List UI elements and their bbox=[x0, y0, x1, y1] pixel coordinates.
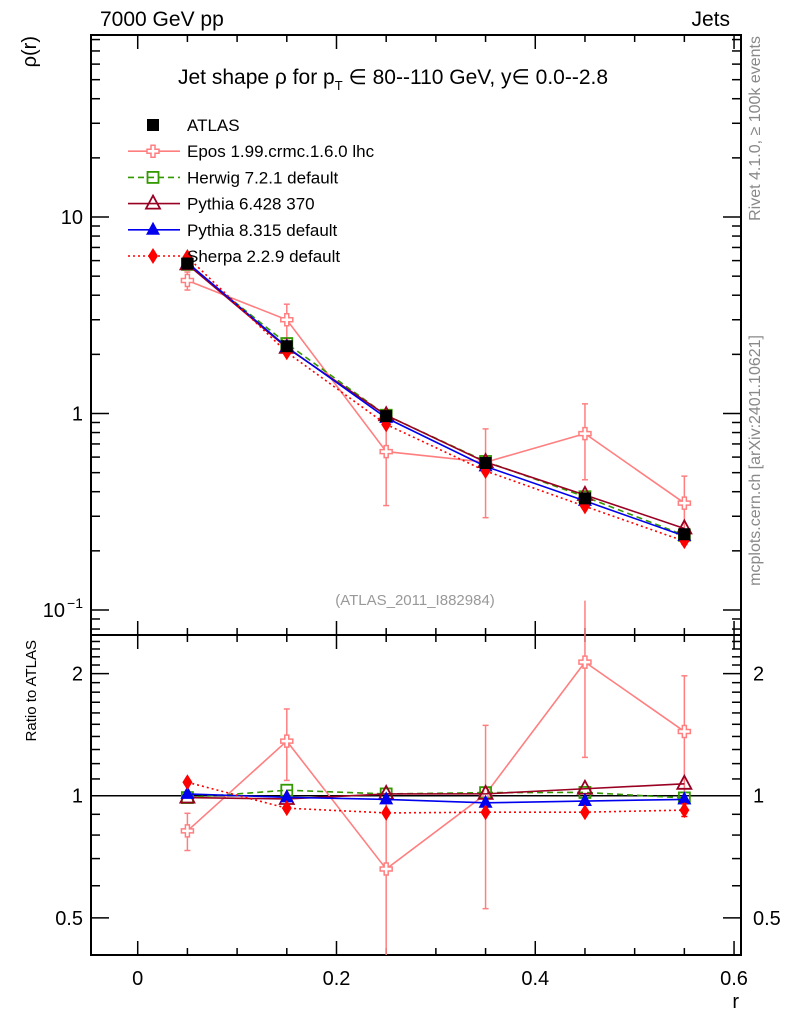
ratio-axis-label: Ratio to ATLAS bbox=[23, 640, 40, 741]
herwig-series bbox=[181, 257, 691, 542]
herwig-line bbox=[186, 263, 685, 537]
pythia8-marker bbox=[379, 791, 394, 805]
epos-line bbox=[187, 279, 685, 504]
legend-label: ATLAS bbox=[187, 116, 240, 135]
ratio-tick-label-right: 0.5 bbox=[753, 908, 781, 930]
atlas-marker bbox=[181, 257, 194, 270]
atlas-marker bbox=[147, 119, 159, 131]
pythia8-marker bbox=[677, 791, 692, 805]
ratio-tick-label: 2 bbox=[72, 664, 83, 686]
legend-label: Sherpa 2.2.9 default bbox=[187, 247, 340, 266]
epos-marker bbox=[379, 862, 393, 876]
atlas-marker bbox=[578, 492, 591, 505]
chart-title: Jet shape ρ for pT ∈ 80--110 GeV, y∈ 0.0… bbox=[178, 66, 608, 93]
y-axis-label: ρ(r) bbox=[19, 36, 41, 67]
pythia8-marker bbox=[180, 785, 195, 799]
y-tick-label: 1 bbox=[72, 404, 83, 426]
legend-label: Herwig 7.2.1 default bbox=[187, 168, 338, 187]
pythia6-marker bbox=[675, 773, 693, 790]
y-tick-label: 10 bbox=[43, 600, 65, 622]
epos-marker bbox=[280, 313, 294, 327]
x-axis-label: r bbox=[732, 991, 739, 1013]
pythia8-ratio-series bbox=[180, 785, 692, 808]
x-tick-label: 0 bbox=[132, 968, 143, 990]
sherpa-marker bbox=[182, 774, 193, 791]
epos-marker bbox=[677, 496, 692, 510]
title-part: ∈ 80--110 GeV, y∈ 0.0--2.8 bbox=[343, 66, 608, 89]
title-part: Jet shape ρ for p bbox=[178, 66, 335, 89]
epos-marker bbox=[578, 426, 592, 441]
legend-label: Pythia 6.428 370 bbox=[187, 195, 315, 214]
epos-marker bbox=[180, 273, 195, 288]
atlas-marker bbox=[479, 456, 492, 469]
epos-marker bbox=[379, 444, 393, 459]
epos-series bbox=[180, 271, 692, 544]
pythia8-line bbox=[186, 262, 685, 537]
epos-ratio-line bbox=[186, 660, 685, 871]
sherpa-marker bbox=[480, 804, 491, 821]
x-tick-label: 0.2 bbox=[323, 968, 351, 990]
pythia8-marker bbox=[577, 793, 592, 807]
sherpa-marker bbox=[281, 800, 292, 817]
legend-item-herwig: Herwig 7.2.1 default bbox=[128, 168, 338, 187]
sherpa-line bbox=[186, 256, 685, 542]
atlas-marker bbox=[380, 410, 393, 423]
atlas-marker bbox=[678, 528, 691, 541]
atlas-series bbox=[181, 257, 691, 541]
legend-item-epos: Epos 1.99.crmc.1.6.0 lhc bbox=[128, 142, 375, 161]
sherpa-marker bbox=[579, 804, 590, 821]
atlas-marker bbox=[280, 340, 293, 353]
pythia6-marker bbox=[144, 193, 162, 210]
analysis-watermark: (ATLAS_2011_I882984) bbox=[335, 592, 495, 609]
pythia6-line bbox=[186, 263, 685, 530]
pythia8-marker bbox=[279, 789, 294, 803]
sherpa-marker bbox=[381, 804, 392, 821]
ratio-tick-label: 1 bbox=[72, 786, 83, 808]
ratio-tick-label-right: 1 bbox=[753, 786, 764, 808]
legend-item-atlas: ATLAS bbox=[147, 116, 240, 135]
sherpa-ratio-series bbox=[182, 774, 690, 821]
pythia8-ratio-line bbox=[187, 793, 685, 804]
pythia8-series bbox=[180, 254, 692, 542]
legend-item-pythia8: Pythia 8.315 default bbox=[128, 221, 338, 240]
epos-marker bbox=[677, 724, 692, 739]
herwig-ratio-line bbox=[187, 789, 685, 799]
epos-ratio-series bbox=[180, 600, 692, 955]
y-tick-label: 10 bbox=[61, 207, 83, 229]
legend-item-sherpa: Sherpa 2.2.9 default bbox=[128, 247, 340, 266]
sherpa-ratio-line bbox=[187, 781, 685, 814]
sherpa-marker bbox=[679, 802, 690, 819]
pythia6-ratio-line bbox=[187, 783, 685, 800]
header-energy: 7000 GeV pp bbox=[100, 8, 224, 31]
herwig-marker bbox=[146, 170, 160, 184]
legend-item-pythia6: Pythia 6.428 370 bbox=[128, 193, 315, 214]
legend-label: Epos 1.99.crmc.1.6.0 lhc bbox=[187, 142, 375, 161]
title-part: T bbox=[335, 78, 343, 93]
header-process: Jets bbox=[691, 8, 730, 31]
y-tick-exponent: −1 bbox=[67, 595, 83, 611]
legend-label: Pythia 8.315 default bbox=[187, 221, 338, 240]
epos-marker bbox=[280, 734, 294, 748]
pythia6-series bbox=[178, 254, 693, 535]
ratio-tick-label-right: 2 bbox=[753, 664, 764, 686]
pythia8-marker bbox=[146, 221, 160, 235]
x-tick-label: 0.4 bbox=[521, 968, 549, 990]
sherpa-marker bbox=[148, 248, 158, 264]
x-tick-label: 0.6 bbox=[720, 968, 748, 990]
epos-marker bbox=[180, 824, 195, 838]
pythia8-marker bbox=[478, 794, 493, 808]
epos-marker bbox=[146, 144, 160, 158]
epos-marker bbox=[578, 655, 592, 669]
ratio-tick-label: 0.5 bbox=[55, 908, 83, 930]
